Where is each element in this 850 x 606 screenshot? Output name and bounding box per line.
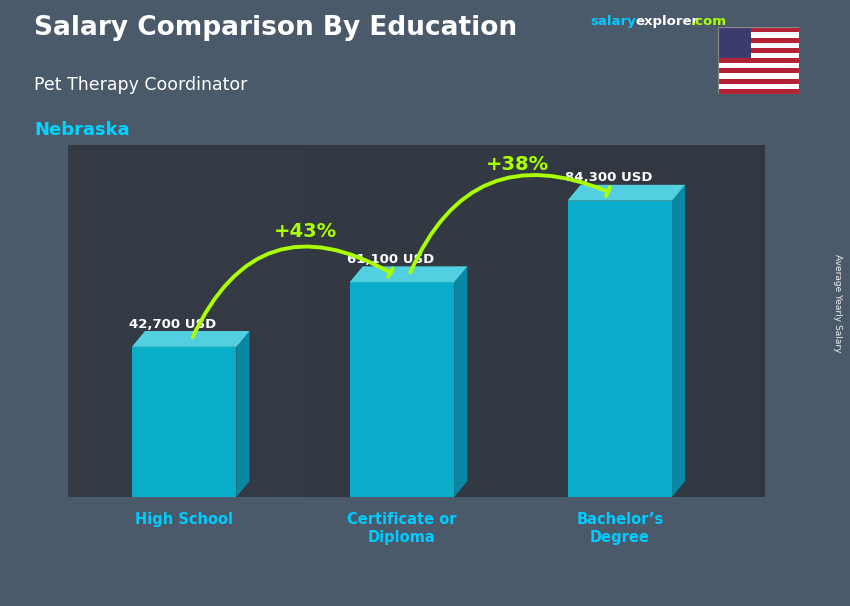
Text: Certificate or
Diploma: Certificate or Diploma <box>348 512 456 545</box>
Polygon shape <box>454 267 468 497</box>
Bar <box>718 89 799 94</box>
Bar <box>718 68 799 73</box>
Bar <box>718 42 799 48</box>
Bar <box>718 84 799 89</box>
Polygon shape <box>568 185 685 201</box>
Bar <box>132 347 236 497</box>
Text: +43%: +43% <box>275 222 337 241</box>
Text: 61,100 USD: 61,100 USD <box>347 253 434 266</box>
Text: 84,300 USD: 84,300 USD <box>564 171 652 184</box>
Polygon shape <box>672 185 685 497</box>
Text: Average Yearly Salary: Average Yearly Salary <box>833 254 842 352</box>
Text: 42,700 USD: 42,700 USD <box>129 318 216 330</box>
Text: Pet Therapy Coordinator: Pet Therapy Coordinator <box>34 76 247 94</box>
Text: +38%: +38% <box>486 155 549 174</box>
Bar <box>718 48 799 53</box>
Bar <box>718 63 799 68</box>
Text: Bachelor’s
Degree: Bachelor’s Degree <box>576 512 663 545</box>
Polygon shape <box>132 331 250 347</box>
Bar <box>568 201 672 497</box>
Polygon shape <box>349 267 468 282</box>
Text: Salary Comparison By Education: Salary Comparison By Education <box>34 15 517 41</box>
Bar <box>718 27 799 32</box>
Bar <box>718 32 799 38</box>
Bar <box>718 79 799 84</box>
Text: .com: .com <box>690 15 726 28</box>
Text: High School: High School <box>135 512 233 527</box>
Polygon shape <box>236 331 250 497</box>
Bar <box>718 38 799 42</box>
Text: Nebraska: Nebraska <box>34 121 129 139</box>
Text: explorer: explorer <box>636 15 699 28</box>
Bar <box>718 53 799 58</box>
Bar <box>349 282 454 497</box>
Bar <box>718 27 751 58</box>
Bar <box>718 73 799 79</box>
Bar <box>718 58 799 63</box>
Text: salary: salary <box>591 15 637 28</box>
